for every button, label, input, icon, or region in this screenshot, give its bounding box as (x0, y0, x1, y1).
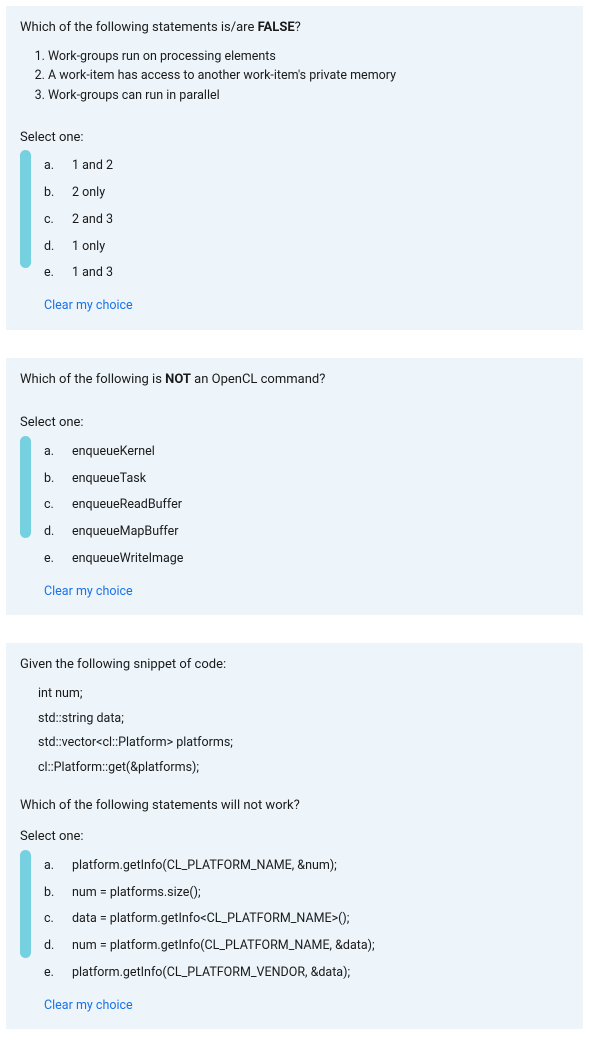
code-line: std::vector<cl::Platform> platforms; (38, 734, 569, 753)
prompt-bold: NOT (165, 372, 191, 387)
select-one-label: Select one: (20, 827, 569, 847)
option-letter: d. (44, 238, 58, 257)
code-line: std::string data; (38, 710, 569, 729)
option-text: 2 only (72, 184, 105, 203)
option-text: enqueueTask (72, 470, 146, 489)
option-row-c[interactable]: c. data = platform.getInfo<CL_PLATFORM_N… (24, 906, 569, 933)
question-prompt: Which of the following statements is/are… (20, 18, 569, 38)
statement-item: Work-groups can run in parallel (48, 87, 569, 106)
option-letter: b. (44, 184, 58, 203)
option-row-e[interactable]: e. enqueueWriteImage (24, 546, 569, 573)
highlight-bar (20, 436, 31, 538)
code-line: int num; (38, 685, 569, 704)
option-letter: c. (44, 211, 58, 230)
highlight-bar (20, 150, 31, 268)
code-line: cl::Platform::get(&platforms); (38, 759, 569, 778)
option-letter: d. (44, 523, 58, 542)
option-text: 1 and 2 (72, 157, 113, 176)
question-followup: Which of the following statements will n… (20, 796, 569, 816)
option-text: enqueueMapBuffer (72, 523, 179, 542)
option-letter: b. (44, 470, 58, 489)
option-row-b[interactable]: b. enqueueTask (24, 466, 569, 493)
option-row-e[interactable]: e. 1 and 3 (24, 260, 569, 287)
select-one-label: Select one: (20, 128, 569, 148)
clear-choice-link[interactable]: Clear my choice (24, 297, 569, 316)
prompt-pre: Which of the following statements is/are (20, 20, 258, 35)
option-letter: c. (44, 496, 58, 515)
option-text: enqueueReadBuffer (72, 496, 182, 515)
statement-item: A work-item has access to another work-i… (48, 67, 569, 86)
question-box-3: Given the following snippet of code: int… (6, 643, 583, 1029)
prompt-bold: FALSE (258, 20, 295, 35)
options-wrap: a. 1 and 2 b. 2 only c. 2 and 3 d. 1 onl… (20, 153, 569, 316)
prompt-post: an OpenCL command? (191, 372, 325, 387)
option-row-d[interactable]: d. 1 only (24, 234, 569, 261)
option-letter: d. (44, 937, 58, 956)
option-letter: a. (44, 443, 58, 462)
option-text: num = platforms.size(); (72, 884, 201, 903)
question-box-1: Which of the following statements is/are… (6, 6, 583, 330)
option-row-b[interactable]: b. num = platforms.size(); (24, 880, 569, 907)
option-text: enqueueKernel (72, 443, 155, 462)
option-letter: e. (44, 264, 58, 283)
option-letter: e. (44, 550, 58, 569)
options-wrap: a. platform.getInfo(CL_PLATFORM_NAME, &n… (20, 853, 569, 1016)
option-text: enqueueWriteImage (72, 550, 183, 569)
option-text: 1 and 3 (72, 264, 113, 283)
option-letter: a. (44, 157, 58, 176)
clear-choice-link[interactable]: Clear my choice (24, 997, 569, 1016)
option-row-b[interactable]: b. 2 only (24, 180, 569, 207)
option-row-e[interactable]: e. platform.getInfo(CL_PLATFORM_VENDOR, … (24, 960, 569, 987)
statement-item: Work-groups run on processing elements (48, 48, 569, 67)
option-text: 2 and 3 (72, 211, 113, 230)
code-block: int num; std::string data; std::vector<c… (20, 685, 569, 778)
option-row-c[interactable]: c. enqueueReadBuffer (24, 492, 569, 519)
clear-choice-link[interactable]: Clear my choice (24, 583, 569, 602)
prompt-pre: Which of the following is (20, 372, 165, 387)
question-prompt: Which of the following is NOT an OpenCL … (20, 370, 569, 390)
options-wrap: a. enqueueKernel b. enqueueTask c. enque… (20, 439, 569, 602)
option-letter: a. (44, 857, 58, 876)
option-letter: b. (44, 884, 58, 903)
option-text: data = platform.getInfo<CL_PLATFORM_NAME… (72, 910, 349, 929)
option-letter: e. (44, 964, 58, 983)
option-row-a[interactable]: a. enqueueKernel (24, 439, 569, 466)
option-row-a[interactable]: a. 1 and 2 (24, 153, 569, 180)
option-letter: c. (44, 910, 58, 929)
option-row-a[interactable]: a. platform.getInfo(CL_PLATFORM_NAME, &n… (24, 853, 569, 880)
option-row-c[interactable]: c. 2 and 3 (24, 207, 569, 234)
option-row-d[interactable]: d. num = platform.getInfo(CL_PLATFORM_NA… (24, 933, 569, 960)
select-one-label: Select one: (20, 413, 569, 433)
option-text: platform.getInfo(CL_PLATFORM_NAME, &num)… (72, 857, 337, 876)
option-text: platform.getInfo(CL_PLATFORM_VENDOR, &da… (72, 964, 350, 983)
highlight-bar (20, 850, 31, 958)
option-row-d[interactable]: d. enqueueMapBuffer (24, 519, 569, 546)
option-text: num = platform.getInfo(CL_PLATFORM_NAME,… (72, 937, 375, 956)
question-prompt: Given the following snippet of code: (20, 655, 569, 675)
question-box-2: Which of the following is NOT an OpenCL … (6, 358, 583, 616)
prompt-post: ? (295, 20, 301, 35)
statement-list: Work-groups run on processing elements A… (20, 48, 569, 106)
option-text: 1 only (72, 238, 105, 257)
